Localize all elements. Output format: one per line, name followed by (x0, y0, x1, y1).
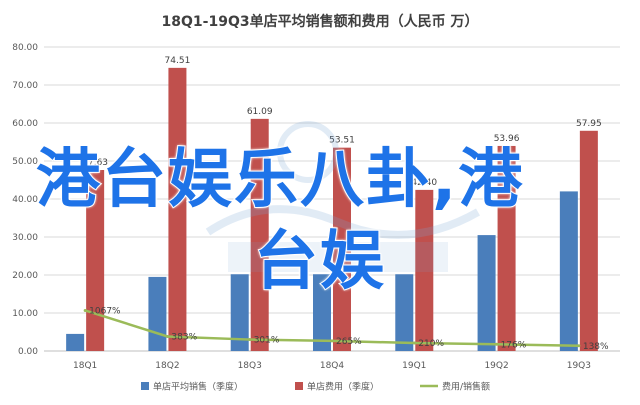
line-point (577, 344, 581, 348)
line-point (83, 308, 87, 312)
y-tick-label: 20.00 (12, 271, 38, 281)
bar (250, 118, 269, 351)
line-point (165, 334, 169, 338)
line-point (330, 339, 334, 343)
bar (579, 130, 598, 351)
bar (66, 333, 85, 351)
chart-title: 18Q1-19Q3单店平均销售额和费用（人民币 万） (162, 13, 479, 30)
data-labels: 47.63 74.51 61.09 53.51 42.40 53.96 57.95 1067%… (82, 56, 609, 352)
legend-label: 单店费用（季度） (307, 381, 379, 393)
x-tick-label: 18Q1 (73, 361, 97, 371)
bar-data-label: 47.63 (82, 158, 108, 168)
x-axis-tick-labels: 18Q1 18Q2 18Q3 18Q4 19Q1 19Q2 19Q3 (73, 361, 591, 371)
bar (559, 191, 578, 351)
legend-swatch (141, 382, 149, 390)
watermark-logo (205, 121, 480, 272)
y-tick-label: 70.00 (12, 81, 38, 91)
bar (86, 170, 105, 351)
bar-data-label: 74.51 (165, 56, 191, 66)
line-data-label: 176% (501, 340, 527, 350)
y-axis-tick-labels: 0.00 10.00 20.00 30.00 40.00 50.00 60.00 70.00 8… (12, 43, 38, 357)
line-data-label: 265% (336, 337, 362, 347)
y-tick-label: 40.00 (12, 195, 38, 205)
bar-data-label: 42.40 (411, 178, 437, 188)
y-tick-label: 60.00 (12, 119, 38, 129)
legend-swatch (295, 382, 303, 390)
line-data-label: 301% (254, 336, 280, 346)
bar-data-label: 53.96 (494, 134, 520, 144)
y-tick-label: 50.00 (12, 157, 38, 167)
y-tick-label: 10.00 (12, 309, 38, 319)
bar (497, 145, 516, 351)
x-tick-label: 18Q3 (238, 361, 262, 371)
line-data-label: 383% (171, 332, 197, 342)
line-data-label: 210% (418, 339, 444, 349)
bar (395, 274, 414, 351)
bar-data-label: 53.51 (329, 136, 355, 146)
gridlines (44, 46, 620, 352)
bar-data-label: 57.95 (576, 119, 602, 129)
x-tick-label: 18Q4 (320, 361, 345, 371)
line-point (248, 338, 252, 342)
legend-label: 单店平均销售（季度） (153, 381, 243, 393)
legend: 单店平均销售（季度） 单店费用（季度） 费用/销售额 (141, 381, 490, 393)
bar (168, 67, 187, 351)
bar-data-label: 61.09 (247, 107, 273, 117)
ratio-line-series (83, 308, 581, 348)
y-tick-label: 30.00 (12, 233, 38, 243)
bar (333, 147, 351, 351)
line-data-label: 1067% (89, 306, 121, 316)
x-tick-label: 18Q2 (155, 361, 179, 371)
line-data-label: 138% (583, 342, 609, 352)
x-tick-label: 19Q1 (402, 361, 426, 371)
bar (148, 276, 167, 351)
overlay-caption-line-2: 台娱 (253, 224, 386, 300)
line-point (412, 341, 416, 345)
bar (313, 274, 331, 351)
overlay-caption-line-1: 港台娱乐八卦,港 (35, 142, 525, 218)
legend-label: 费用/销售额 (442, 381, 490, 393)
bar (415, 189, 434, 351)
bar (477, 235, 496, 351)
line-point (495, 342, 499, 346)
bar (230, 274, 249, 351)
y-tick-label: 80.00 (12, 43, 38, 53)
x-tick-label: 19Q2 (484, 361, 508, 371)
x-tick-label: 19Q3 (567, 361, 591, 371)
y-tick-label: 0.00 (18, 347, 38, 357)
